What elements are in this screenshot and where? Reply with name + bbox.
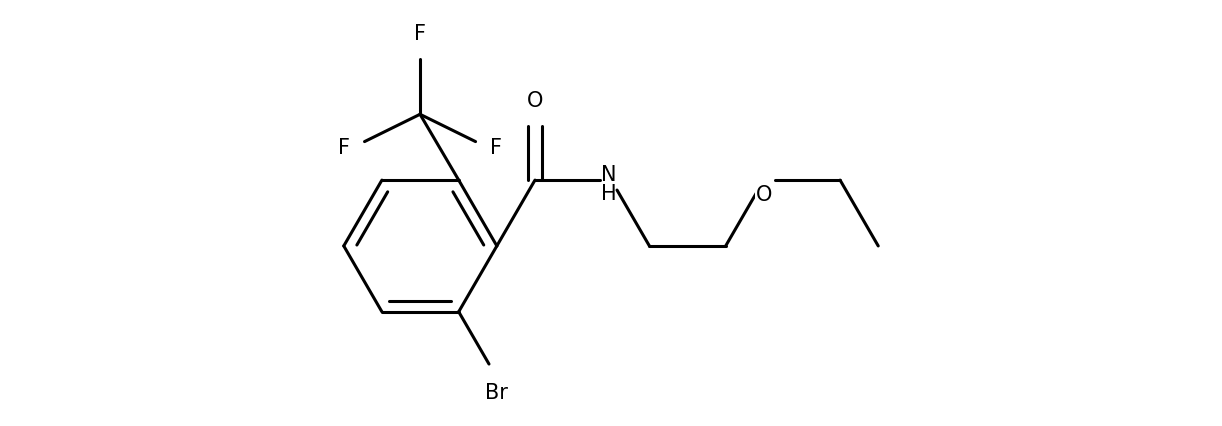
Text: F: F: [338, 137, 349, 157]
Text: O: O: [755, 185, 772, 205]
Text: F: F: [414, 24, 426, 44]
Text: O: O: [527, 91, 543, 111]
Text: Br: Br: [485, 382, 508, 402]
Text: F: F: [490, 137, 502, 157]
Text: H: H: [601, 184, 616, 204]
Text: N: N: [601, 164, 616, 184]
